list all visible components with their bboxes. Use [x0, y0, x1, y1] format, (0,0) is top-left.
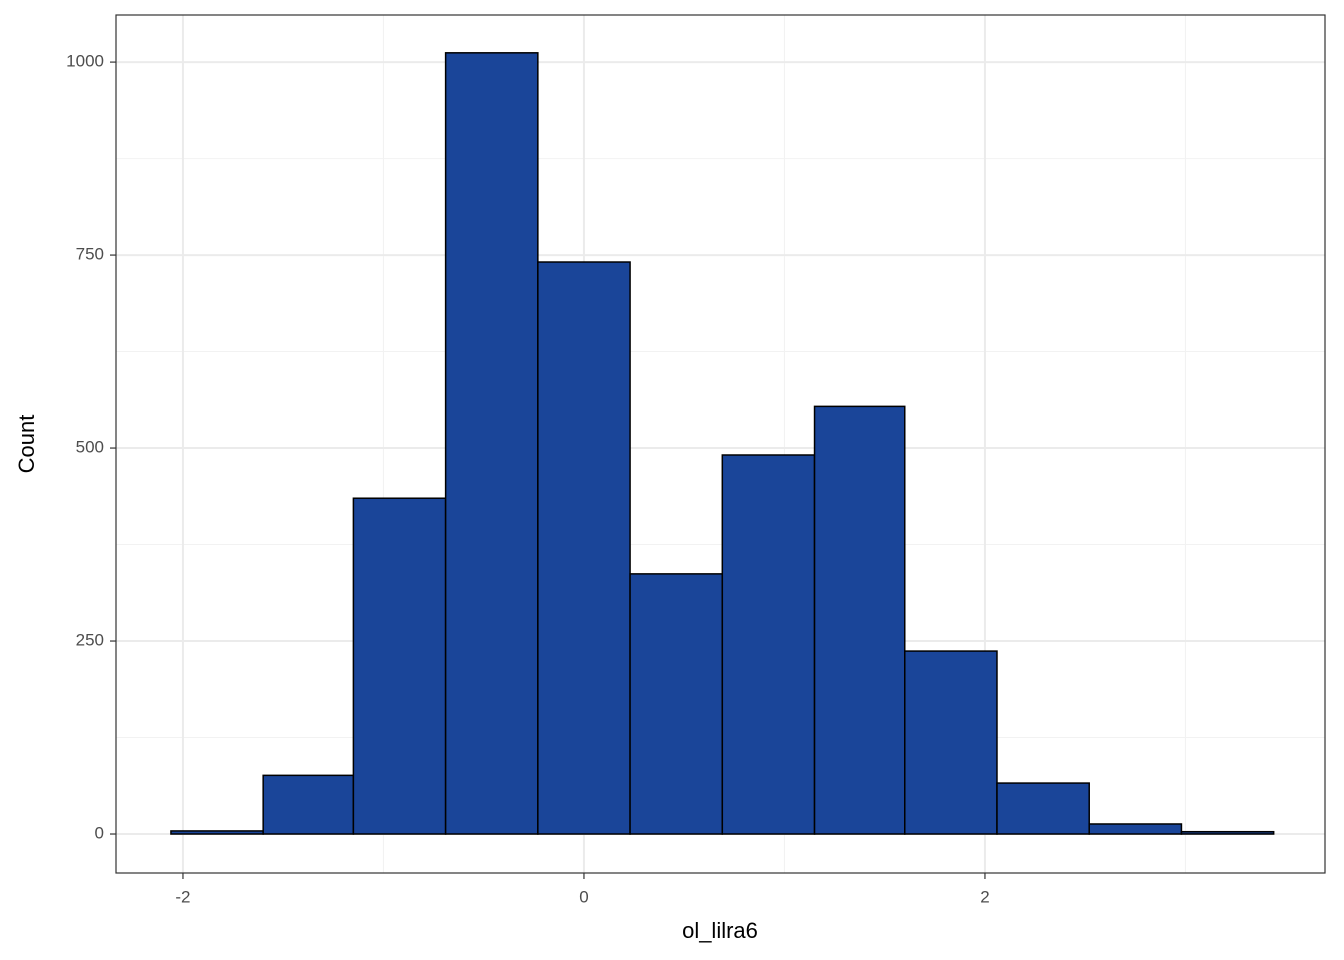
- bar: [629, 573, 724, 835]
- bar: [813, 405, 906, 835]
- bar: [170, 830, 264, 835]
- plot-border: [115, 14, 1326, 874]
- y-tick-label: 500: [76, 438, 104, 457]
- x-axis-title: ol_lilra6: [682, 918, 758, 943]
- bar: [1088, 823, 1183, 835]
- x-tick-label: 0: [579, 887, 588, 906]
- bar: [1180, 830, 1275, 835]
- y-tick-label: 0: [95, 824, 104, 843]
- y-tick-label: 1000: [66, 52, 104, 71]
- x-tick-label: -2: [175, 887, 190, 906]
- y-axis-title: Count: [14, 415, 39, 474]
- bar: [262, 774, 355, 835]
- bar: [996, 782, 1090, 835]
- bar: [444, 52, 539, 835]
- y-tick-label: 250: [76, 631, 104, 650]
- bar: [904, 650, 998, 835]
- bar: [721, 454, 816, 835]
- bar: [352, 497, 447, 835]
- y-tick-label: 750: [76, 245, 104, 264]
- bar: [537, 261, 631, 835]
- x-tick-label: 2: [980, 887, 989, 906]
